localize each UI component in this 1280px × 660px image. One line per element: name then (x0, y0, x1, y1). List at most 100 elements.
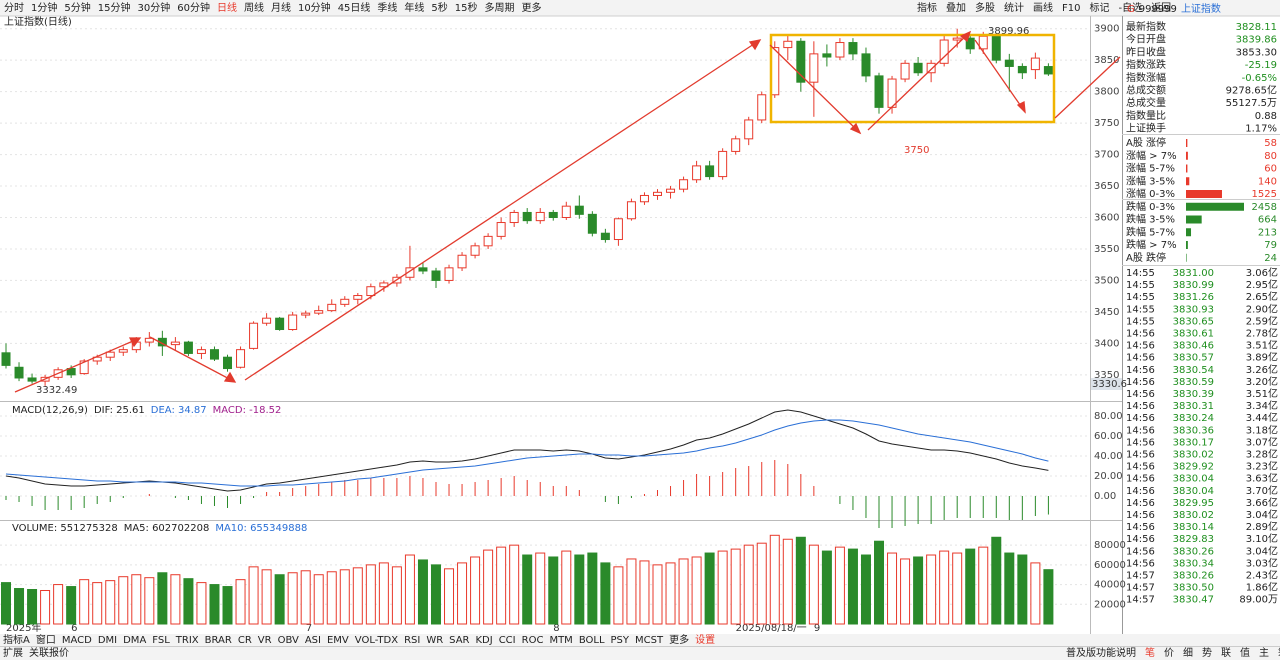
quote-value: 1.17% (1245, 124, 1277, 135)
arrow-head (748, 39, 762, 51)
volume-bar (626, 558, 637, 625)
volume-bar (53, 584, 64, 625)
period-tab: 年线 (404, 1, 424, 14)
period-tab: 季线 (377, 1, 397, 14)
volume-bar (926, 554, 937, 625)
volume-bar (27, 589, 38, 625)
candle-body (679, 179, 689, 190)
candle-body (457, 254, 467, 269)
trend-arrow (974, 39, 1026, 113)
y-tick-label: 3700 (1094, 150, 1119, 161)
quote-value: -25.19 (1245, 60, 1277, 71)
tick-volume: 3.06亿 (1246, 266, 1278, 279)
candle-body (1030, 57, 1040, 71)
y-tick-label: 3450 (1094, 307, 1119, 318)
tick-price: 3830.04 (1173, 474, 1214, 485)
breadth-bar (1186, 202, 1244, 211)
tick-volume: 3.20亿 (1246, 375, 1278, 388)
macd-header: DIF: 25.61 (94, 405, 145, 416)
volume-bar (965, 548, 976, 625)
candle-body (535, 211, 545, 222)
quote-value: 55127.5万 (1226, 98, 1277, 109)
breadth-label: 涨幅 3-5% (1126, 174, 1175, 187)
volume-bar (691, 556, 702, 625)
volume-bar (1030, 562, 1041, 625)
tick-time: 14:56 (1126, 341, 1155, 352)
candle-body (952, 37, 962, 41)
tick-time: 14:56 (1126, 437, 1155, 448)
volume-bar (352, 567, 363, 625)
y-tick-label: 3900 (1094, 24, 1119, 35)
period-tab: 45日线 (338, 1, 371, 14)
tick-time: 14:55 (1126, 316, 1155, 327)
toolbar-button: F10 (1062, 3, 1080, 14)
tick-time: 14:55 (1126, 292, 1155, 303)
toolbar-button: 画线 (1033, 1, 1053, 14)
high-label: 3899.96 (988, 26, 1029, 37)
tick-price: 3830.61 (1173, 329, 1214, 340)
candle-body (118, 349, 128, 353)
indicator-tab: 更多 (669, 633, 689, 646)
status-item: 价 (1164, 647, 1174, 659)
indicator-tab: BRAR (205, 635, 232, 646)
y-tick-label: 80.00 (1094, 411, 1123, 422)
volume-header: VOLUME: 551275328 (12, 523, 118, 534)
candle-body (431, 270, 441, 281)
volume-bar (887, 552, 898, 625)
tick-volume: 2.89亿 (1246, 520, 1278, 533)
volume-bar (287, 572, 298, 625)
annotations (14, 30, 1121, 393)
volume-bar (131, 574, 142, 625)
candle-body (66, 368, 76, 376)
toolbar-button: -自选 (1118, 1, 1142, 14)
candle-body (548, 211, 558, 218)
toolbar-button: 标记 (1089, 2, 1109, 14)
toolbar-button: 返回 (1151, 2, 1171, 14)
candle-body (757, 94, 767, 121)
tick-price: 3830.99 (1173, 280, 1214, 291)
candle-body (262, 317, 272, 324)
volume-bar (404, 554, 415, 625)
quote-label: 指数量比 (1126, 109, 1166, 122)
candle-body (692, 165, 702, 181)
tick-volume: 3.26亿 (1246, 363, 1278, 376)
tick-time: 14:56 (1126, 413, 1155, 424)
candle-body (639, 194, 649, 203)
price-marker-bg (1091, 378, 1122, 390)
volume-bar (535, 552, 546, 625)
volume-bar (183, 578, 194, 625)
tick-volume: 89.00万 (1239, 595, 1278, 606)
candle-body (327, 303, 337, 312)
volume-bar (743, 544, 754, 625)
tick-price: 3830.17 (1173, 437, 1214, 448)
tick-volume: 3.18亿 (1246, 423, 1278, 436)
x-tick-label: 7 (306, 623, 312, 634)
volume-bar (261, 569, 272, 625)
candle-body (744, 119, 754, 140)
tick-time: 14:56 (1126, 329, 1155, 340)
volume-bar (313, 574, 324, 625)
period-tab: 更多 (522, 1, 542, 14)
candle-body (170, 341, 180, 346)
y-tick-label: 60.00 (1094, 431, 1123, 442)
indicator-tab: KDJ (475, 635, 492, 646)
volume-bar (860, 554, 871, 625)
breadth-label: A股 涨停 (1126, 136, 1166, 149)
x-tick-label: 8 (553, 623, 559, 634)
breadth-label: 涨幅 > 7% (1126, 149, 1177, 162)
volume-bar (913, 556, 924, 625)
tick-time: 14:56 (1126, 450, 1155, 461)
volume-bar (326, 571, 337, 625)
y-tick-label: 40.00 (1094, 451, 1123, 462)
breadth-bar (1186, 151, 1188, 160)
tick-price: 3830.59 (1173, 377, 1214, 388)
price-marker: 3330.6 (1092, 379, 1127, 390)
indicator-tab: ASI (305, 635, 321, 646)
indicator-tab: 指标A (3, 633, 30, 646)
indicator-tab: BOLL (579, 635, 605, 646)
candle-body (626, 201, 636, 220)
candle-body (1017, 65, 1027, 74)
tick-volume: 2.78亿 (1246, 327, 1278, 340)
volume-bar (847, 548, 858, 625)
